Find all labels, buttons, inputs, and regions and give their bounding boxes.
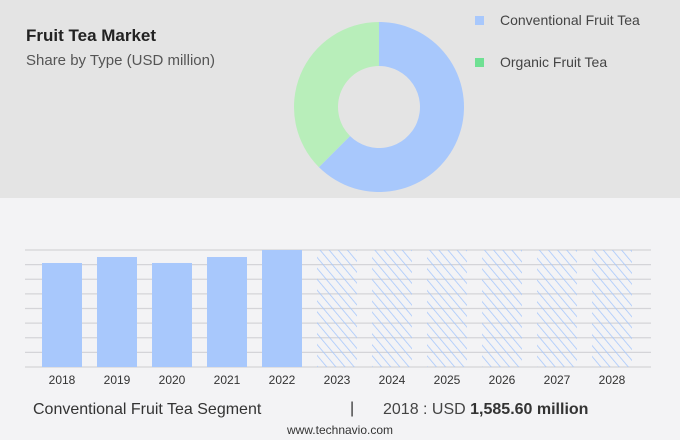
x-tick-label: 2027 bbox=[544, 373, 571, 387]
segment-value: 2018 : USD 1,585.60 million bbox=[383, 401, 588, 419]
donut-slice bbox=[294, 22, 379, 168]
x-tick-label: 2023 bbox=[324, 373, 351, 387]
x-tick-label: 2024 bbox=[379, 373, 406, 387]
legend-swatch bbox=[475, 57, 484, 67]
legend-organic: Organic Fruit Tea bbox=[475, 54, 607, 70]
bar-2024 bbox=[372, 250, 412, 367]
chart-title: Fruit Tea Market bbox=[26, 26, 157, 45]
bar-2023 bbox=[317, 250, 357, 367]
legend-conventional: Conventional Fruit Tea bbox=[475, 12, 640, 28]
legend-label: Conventional Fruit Tea bbox=[500, 12, 640, 28]
bar-2018 bbox=[42, 263, 82, 367]
separator: | bbox=[350, 400, 355, 417]
segment-label: Conventional Fruit Tea Segment bbox=[33, 401, 262, 418]
x-tick-label: 2022 bbox=[269, 373, 296, 387]
legend-swatch bbox=[475, 15, 484, 25]
bar-2019 bbox=[97, 257, 137, 367]
bar-2020 bbox=[152, 262, 192, 367]
x-tick-label: 2021 bbox=[214, 373, 241, 387]
donut-slice bbox=[318, 22, 465, 192]
bar-2022 bbox=[262, 250, 302, 367]
bar-2025 bbox=[427, 250, 467, 367]
chart-subtitle: Share by Type (USD million) bbox=[26, 52, 215, 69]
source-site: www.technavio.com bbox=[286, 423, 394, 437]
legend-label: Organic Fruit Tea bbox=[500, 54, 608, 70]
x-tick-label: 2028 bbox=[599, 373, 626, 387]
bar-2027 bbox=[537, 250, 577, 367]
x-tick-label: 2019 bbox=[104, 373, 131, 387]
x-tick-label: 2020 bbox=[159, 373, 186, 387]
x-tick-label: 2026 bbox=[489, 373, 516, 387]
x-tick-label: 2018 bbox=[49, 373, 76, 387]
bar-2028 bbox=[592, 250, 632, 367]
bar-2021 bbox=[207, 257, 247, 367]
x-tick-label: 2025 bbox=[434, 373, 461, 387]
value-prefix: 2018 : USD bbox=[383, 401, 471, 418]
value-amount: 1,585.60 million bbox=[470, 401, 589, 418]
bar-2026 bbox=[482, 250, 522, 367]
